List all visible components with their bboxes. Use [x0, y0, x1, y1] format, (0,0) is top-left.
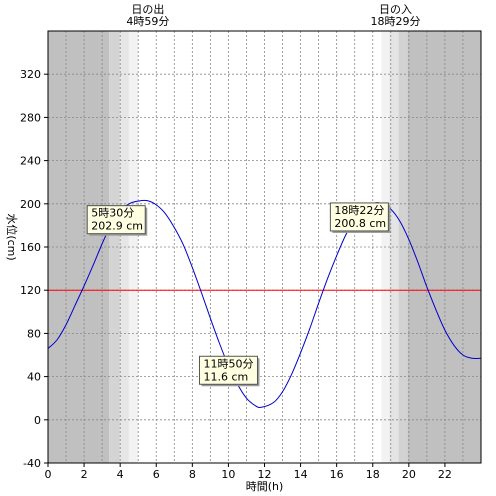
annotation-box	[198, 355, 258, 385]
x-tick-label: 8	[189, 468, 196, 481]
sunset-label: 日の入	[379, 3, 412, 16]
y-tick-label: -40	[23, 457, 41, 470]
sunrise-time: 4時59分	[126, 15, 169, 28]
sunset-time: 18時29分	[370, 15, 420, 28]
y-tick-label: 80	[27, 327, 41, 340]
y-tick-label: 200	[20, 198, 41, 211]
twilight-band-1	[109, 31, 120, 463]
annotation-time: 5時30分	[91, 207, 134, 220]
y-tick-label: 240	[20, 155, 41, 168]
x-tick-label: 0	[45, 468, 52, 481]
x-tick-label: 14	[294, 468, 308, 481]
x-tick-labels: 0 2 4 6 8 10 12 14 16 18 20 22	[45, 463, 452, 481]
y-tick-label: 160	[20, 241, 41, 254]
annotation-value: 202.9 cm	[91, 220, 143, 233]
x-tick-label: 2	[81, 468, 88, 481]
x-tick-label: 4	[117, 468, 124, 481]
annotation-value: 200.8 cm	[334, 217, 386, 230]
x-tick-label: 16	[330, 468, 344, 481]
x-tick-label: 10	[221, 468, 235, 481]
annotation-value: 11.6 cm	[203, 370, 248, 383]
x-axis-label: 時間(h)	[246, 480, 284, 493]
twilight-band-6	[389, 31, 399, 463]
x-tick-label: 12	[258, 468, 272, 481]
annotation-time: 18時22分	[334, 204, 384, 217]
annotation-box	[86, 205, 146, 235]
y-tick-labels: -40 0 40 80 120 160 200 240 280 320	[20, 68, 48, 470]
y-tick-label: 280	[20, 111, 41, 124]
y-axis-label: 水位(cm)	[5, 213, 19, 260]
annotation-time: 11時50分	[203, 357, 253, 370]
x-tick-label: 6	[153, 468, 160, 481]
twilight-band-7	[398, 31, 408, 463]
twilight-band-0	[48, 31, 110, 463]
annotation-box	[329, 202, 389, 232]
x-tick-label: 20	[402, 468, 416, 481]
y-tick-label: 320	[20, 68, 41, 81]
sunrise-label: 日の出	[131, 2, 164, 16]
y-tick-label: 40	[27, 371, 41, 384]
y-tick-label: 120	[20, 284, 41, 297]
y-tick-label: 0	[34, 414, 41, 427]
x-tick-label: 18	[366, 468, 380, 481]
x-tick-label: 22	[438, 468, 452, 481]
